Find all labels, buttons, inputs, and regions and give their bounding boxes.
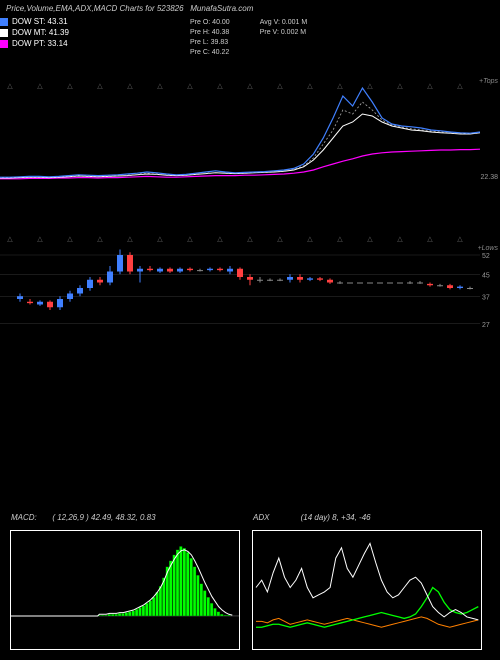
svg-text:△: △ <box>337 236 343 243</box>
macd-header: MACD: ( 12,26,9 ) 42.49, 48.32, 0.83 <box>11 513 156 522</box>
svg-text:45: 45 <box>482 272 490 279</box>
svg-text:△: △ <box>277 236 283 243</box>
svg-text:△: △ <box>157 236 163 243</box>
legend-item: DOW MT: 41.39 <box>0 28 180 37</box>
svg-text:△: △ <box>157 83 163 90</box>
legend-item: DOW PT: 33.14 <box>0 39 180 48</box>
legend-item: DOW ST: 43.31 <box>0 17 180 26</box>
svg-text:△: △ <box>367 236 373 243</box>
svg-text:△: △ <box>457 236 463 243</box>
candle-chart: △ △ △ △ △ △ △ △ △ △ △ △ △ △ △ △ 27 37 45 52 <box>0 233 500 343</box>
svg-text:△: △ <box>67 236 73 243</box>
svg-text:△: △ <box>247 83 253 90</box>
svg-text:△: △ <box>97 83 103 90</box>
svg-text:△: △ <box>277 83 283 90</box>
svg-text:△: △ <box>7 236 13 243</box>
svg-text:△: △ <box>7 83 13 90</box>
legend-block: DOW ST: 43.31 DOW MT: 41.39 DOW PT: 33.14 <box>0 17 180 48</box>
svg-text:△: △ <box>337 83 343 90</box>
svg-text:27: 27 <box>482 322 490 329</box>
svg-text:△: △ <box>97 236 103 243</box>
svg-text:△: △ <box>127 83 133 90</box>
svg-text:△: △ <box>217 236 223 243</box>
svg-text:△: △ <box>427 236 433 243</box>
price-chart: △ △ △ △ △ △ △ △ △ △ △ △ △ △ △ △ 22.38 <box>0 78 500 218</box>
svg-text:△: △ <box>307 236 313 243</box>
svg-text:△: △ <box>37 236 43 243</box>
svg-text:△: △ <box>67 83 73 90</box>
svg-text:52: 52 <box>482 253 490 260</box>
svg-text:△: △ <box>397 236 403 243</box>
price-axis-label: 22.38 <box>480 174 498 181</box>
page-title: Price,Volume,EMA,ADX,MACD Charts for 523… <box>0 0 500 17</box>
svg-text:△: △ <box>307 83 313 90</box>
svg-text:△: △ <box>367 83 373 90</box>
svg-text:37: 37 <box>482 294 490 301</box>
svg-text:△: △ <box>247 236 253 243</box>
adx-panel: ADX (14 day) 8, +34, -46 <box>252 530 482 650</box>
adx-header: ADX (14 day) 8, +34, -46 <box>253 513 371 522</box>
svg-text:△: △ <box>187 236 193 243</box>
svg-text:△: △ <box>397 83 403 90</box>
svg-text:△: △ <box>427 83 433 90</box>
svg-text:△: △ <box>457 83 463 90</box>
info-grid: Pre O: 40.00Pre H: 40.38Pre L: 39.83Pre … <box>190 18 307 58</box>
svg-text:△: △ <box>37 83 43 90</box>
macd-panel: MACD: ( 12,26,9 ) 42.49, 48.32, 0.83 <box>10 530 240 650</box>
svg-text:△: △ <box>217 83 223 90</box>
svg-text:△: △ <box>127 236 133 243</box>
svg-text:△: △ <box>187 83 193 90</box>
